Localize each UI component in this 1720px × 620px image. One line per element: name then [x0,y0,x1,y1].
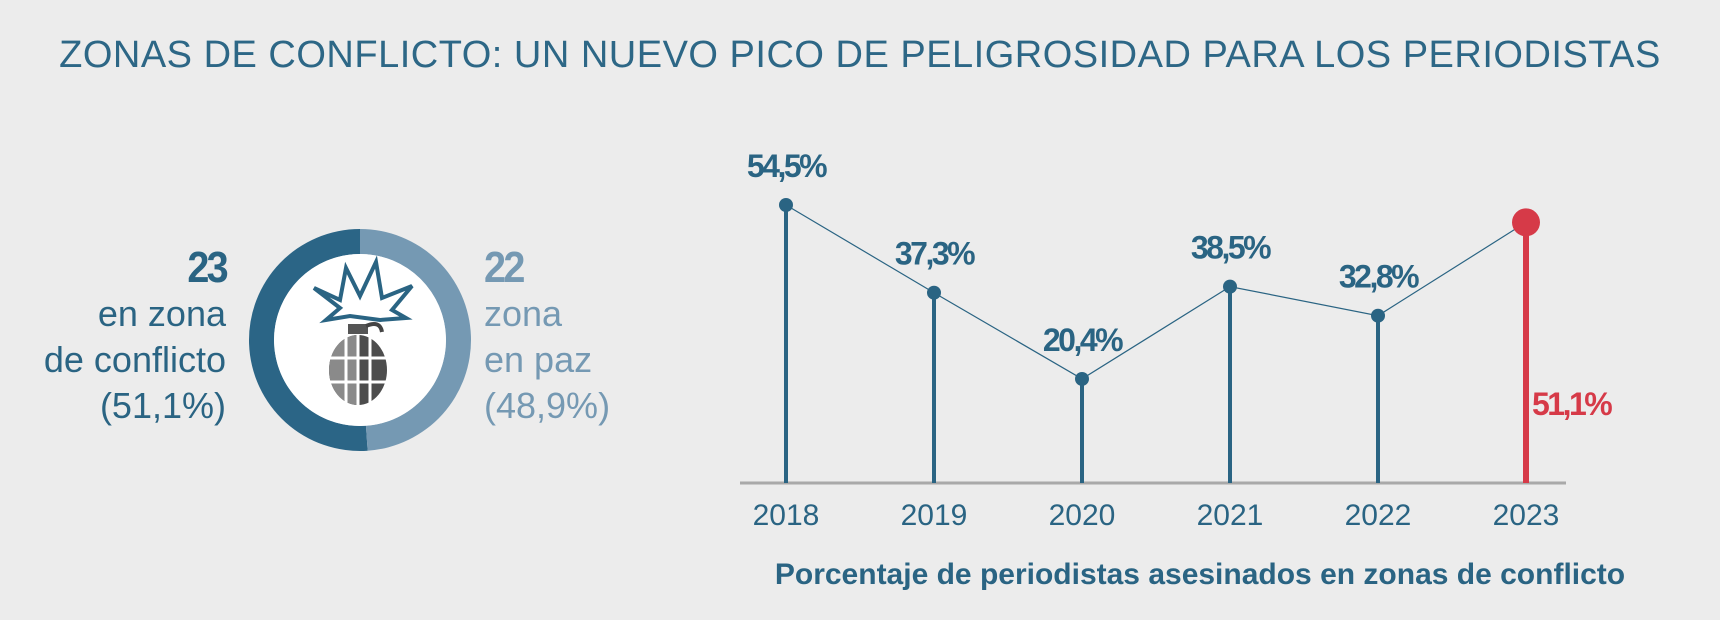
point-2019 [927,285,941,300]
point-2023 [1512,208,1540,237]
donut-slice-conflict [249,229,368,451]
peace-line2: en paz [484,339,593,380]
x-tick-label-2019: 2019 [901,499,968,532]
conflict-pct: (51,1%) [99,385,226,426]
chart-caption: Porcentaje de periodistas asesinados en … [774,558,1626,591]
peace-count: 22 [484,243,525,292]
value-label-2021: 38,5% [1191,230,1271,266]
conflict-line2: de conflicto [43,339,226,380]
point-2020 [1075,371,1089,386]
x-tick-label-2021: 2021 [1197,499,1264,532]
x-tick-label-2020: 2020 [1049,499,1116,532]
value-label-2022: 32,8% [1339,259,1419,295]
conflict-line1: en zona [97,293,226,334]
peace-line1: zona [484,293,563,334]
grenade-explosion-icon [312,255,414,405]
donut-chart [248,228,472,452]
point-2021 [1223,279,1237,294]
chart-title: ZONAS DE CONFLICTO: UN NUEVO PICO DE PEL… [59,34,1661,76]
x-tick-label-2018: 2018 [753,499,820,532]
lollipop-line-chart: 54,5% 2018 37,3% 2019 20,4% 2020 38,5% 2021 32,8… [740,148,1615,532]
series-line [785,204,1527,380]
peace-zone-label: 22 zona en paz (48,9%) [484,245,654,429]
point-2022 [1371,308,1385,323]
value-label-2020: 20,4% [1043,322,1123,358]
conflict-zone-label: 23 en zona de conflicto (51,1%) [20,243,229,429]
value-label-2019: 37,3% [895,236,975,272]
value-label-2018: 54,5% [747,148,827,184]
point-2018 [779,198,793,212]
donut-slice-peace [360,229,472,451]
conflict-count: 23 [187,243,228,292]
peace-pct: (48,9%) [484,385,611,426]
value-label-2023: 51,1% [1532,386,1612,422]
x-tick-label-2022: 2022 [1345,499,1412,532]
x-tick-label-2023: 2023 [1493,499,1560,532]
